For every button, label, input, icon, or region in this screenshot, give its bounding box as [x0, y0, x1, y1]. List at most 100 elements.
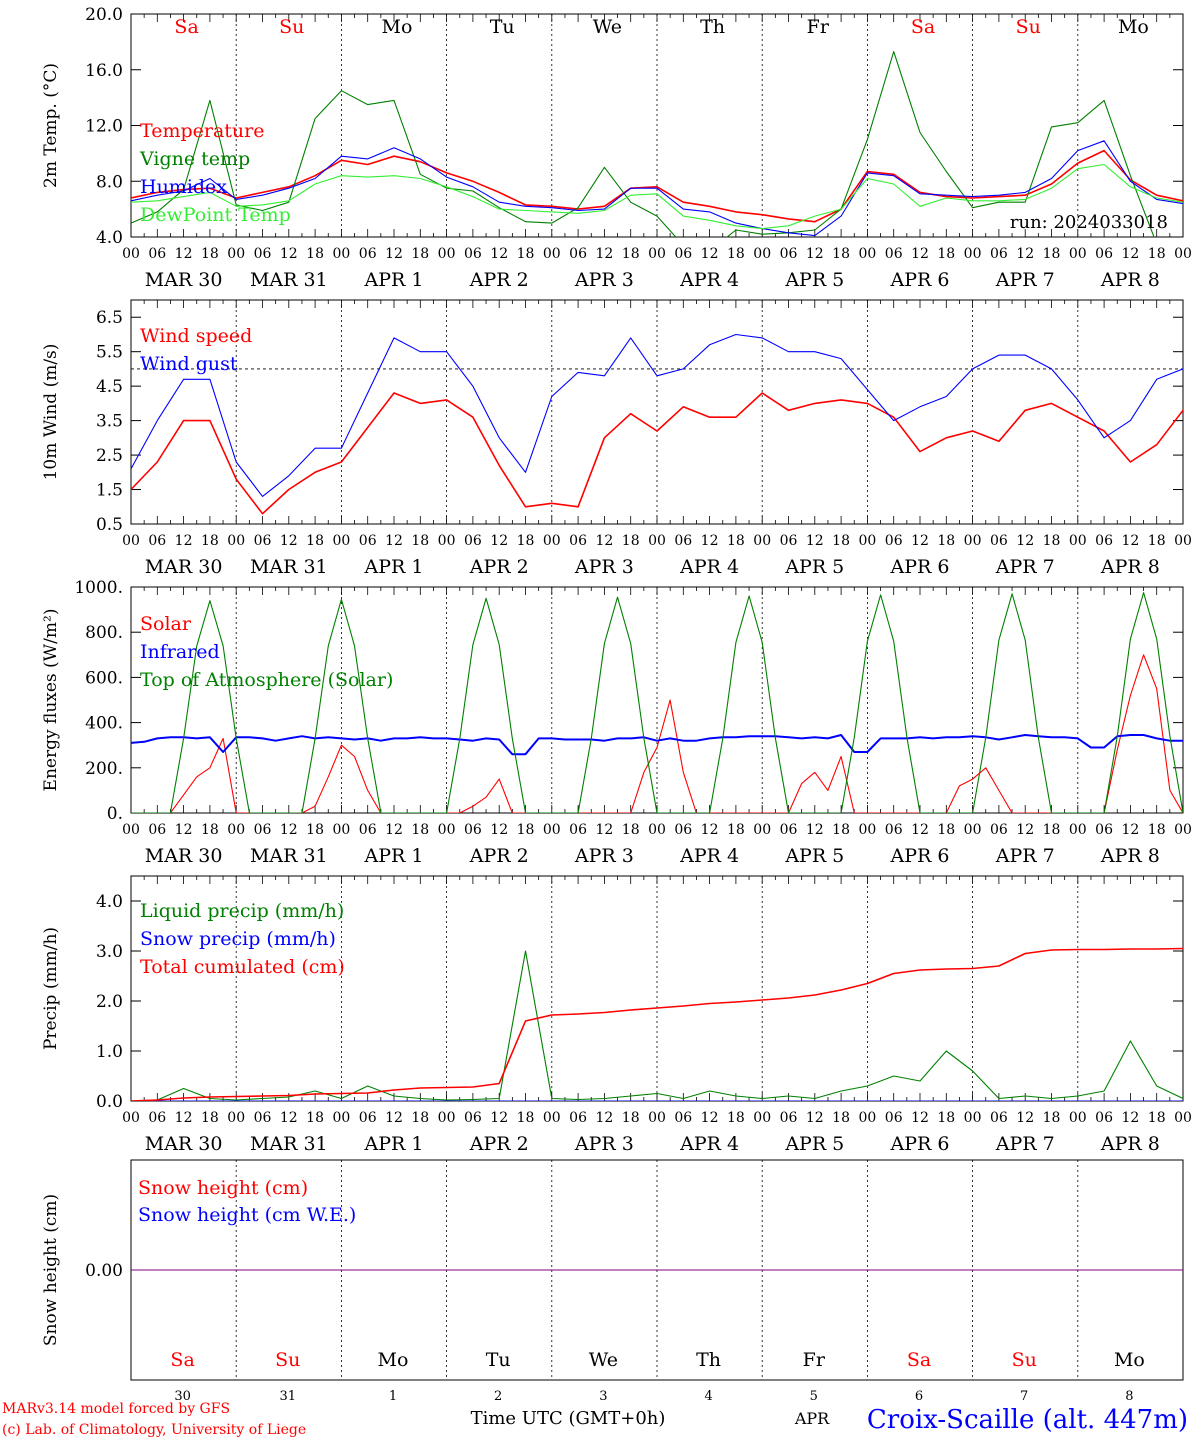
hour-tick-label: 00: [753, 1110, 771, 1126]
legend-entry: Liquid precip (mm/h): [140, 900, 344, 922]
weekday-label: Mo: [378, 1349, 409, 1371]
hour-tick-label: 00: [332, 1110, 350, 1126]
hour-tick-label: 12: [701, 1110, 719, 1126]
legend-entry: Wind gust: [140, 353, 238, 375]
weekday-label: Th: [696, 1349, 721, 1371]
date-label: APR 3: [574, 845, 634, 867]
y-tick-label: 6.5: [96, 308, 123, 328]
date-label: MAR 30: [145, 269, 223, 291]
hour-tick-label: 12: [385, 822, 403, 838]
hour-tick-label: 00: [753, 822, 771, 838]
date-label: APR 8: [1100, 269, 1160, 291]
hour-tick-label: 18: [1043, 533, 1061, 549]
hour-tick-label: 18: [411, 822, 429, 838]
hour-tick-label: 06: [464, 246, 482, 262]
day-number-label: 7: [1020, 1389, 1028, 1404]
run-annotation: run: 2024033018: [1010, 212, 1168, 233]
hour-tick-label: 00: [332, 533, 350, 549]
hour-tick-label: 00: [858, 246, 876, 262]
y-tick-label: 3.5: [96, 412, 123, 432]
date-label: MAR 30: [145, 845, 223, 867]
panel-2: 0.5 1.5 2.5 3.5 4.5 5.5 6.5 10m Wind (m/s) Wind …: [41, 299, 1192, 578]
month-label: APR: [794, 1409, 830, 1428]
weekday-label: Tu: [486, 1349, 511, 1371]
hour-tick-label: 00: [332, 822, 350, 838]
weekday-label: Mo: [1114, 1349, 1145, 1371]
hour-tick-label: 00: [543, 533, 561, 549]
hour-tick-label: 06: [464, 1110, 482, 1126]
hour-tick-label: 12: [701, 246, 719, 262]
date-label: APR 4: [679, 1133, 739, 1155]
date-label: MAR 31: [250, 556, 328, 578]
hour-tick-label: 18: [201, 822, 219, 838]
legend-entry: Snow height (cm W.E.): [138, 1204, 356, 1226]
hour-tick-label: 12: [175, 246, 193, 262]
date-label: APR 5: [784, 1133, 844, 1155]
hour-tick-label: 12: [911, 1110, 929, 1126]
hour-tick-label: 12: [385, 1110, 403, 1126]
hour-tick-label: 06: [674, 246, 692, 262]
hour-tick-label: 00: [648, 533, 666, 549]
y-tick-label: 1.0: [96, 1042, 123, 1062]
hour-tick-label: 06: [885, 1110, 903, 1126]
hour-tick-label: 06: [990, 246, 1008, 262]
series-line-total-cumulated-cm: [131, 947, 1183, 1101]
hour-tick-label: 06: [1095, 246, 1113, 262]
day-number-label: 6: [915, 1389, 923, 1404]
date-label: APR 6: [890, 556, 950, 578]
hour-tick-label: 00: [858, 822, 876, 838]
hour-tick-label: 06: [359, 1110, 377, 1126]
date-label: APR 2: [469, 556, 529, 578]
date-label: MAR 31: [250, 1133, 328, 1155]
hour-tick-label: 12: [1121, 822, 1139, 838]
hour-tick-label: 12: [911, 533, 929, 549]
hour-tick-label: 18: [727, 1110, 745, 1126]
hour-tick-label: 00: [648, 1110, 666, 1126]
date-label: APR 2: [469, 1133, 529, 1155]
series-group: [131, 333, 1183, 515]
hour-tick-label: 06: [569, 246, 587, 262]
y-axis-label: 2m Temp. (°C): [41, 63, 61, 188]
hour-tick-label: 18: [201, 1110, 219, 1126]
weekday-label: We: [593, 16, 622, 38]
hour-tick-label: 00: [122, 1110, 140, 1126]
y-axis-label: 10m Wind (m/s): [41, 344, 61, 481]
hour-tick-label: 12: [595, 1110, 613, 1126]
hour-tick-label: 06: [1095, 822, 1113, 838]
hour-tick-label: 00: [1174, 246, 1192, 262]
hour-tick-label: 06: [569, 533, 587, 549]
hour-tick-label: 12: [490, 533, 508, 549]
lab-credit: (c) Lab. of Climatology, University of L…: [2, 1422, 306, 1438]
date-label: APR 5: [784, 556, 844, 578]
hour-tick-label: 18: [411, 1110, 429, 1126]
hour-tick-label: 00: [1174, 1110, 1192, 1126]
date-label: APR 8: [1100, 556, 1160, 578]
series-group: [131, 51, 1183, 237]
hour-tick-label: 12: [595, 246, 613, 262]
hour-tick-label: 18: [306, 533, 324, 549]
hour-tick-label: 06: [359, 533, 377, 549]
hour-tick-label: 06: [254, 246, 272, 262]
station-label: Croix-Scaille (alt. 447m): [867, 1405, 1188, 1435]
hour-tick-label: 18: [517, 246, 535, 262]
hour-tick-label: 06: [780, 246, 798, 262]
y-tick-label: 800.: [85, 623, 123, 643]
hour-tick-label: 18: [937, 533, 955, 549]
hour-tick-label: 00: [438, 246, 456, 262]
hour-tick-label: 12: [490, 1110, 508, 1126]
date-label: APR 6: [890, 269, 950, 291]
day-number-label: 2: [494, 1389, 502, 1404]
date-label: APR 8: [1100, 1133, 1160, 1155]
weekday-label: Th: [700, 16, 725, 38]
hour-tick-label: 00: [122, 533, 140, 549]
legend-entry: DewPoint Temp: [140, 204, 291, 226]
hour-tick-label: 12: [280, 1110, 298, 1126]
date-label: APR 6: [890, 1133, 950, 1155]
hour-tick-label: 18: [1043, 246, 1061, 262]
date-label: APR 1: [364, 845, 424, 867]
weekday-label: Sa: [174, 16, 198, 38]
time-axis-label: Time UTC (GMT+0h): [471, 1408, 666, 1429]
date-label: APR 3: [574, 556, 634, 578]
weekday-label: Sa: [907, 1349, 931, 1371]
